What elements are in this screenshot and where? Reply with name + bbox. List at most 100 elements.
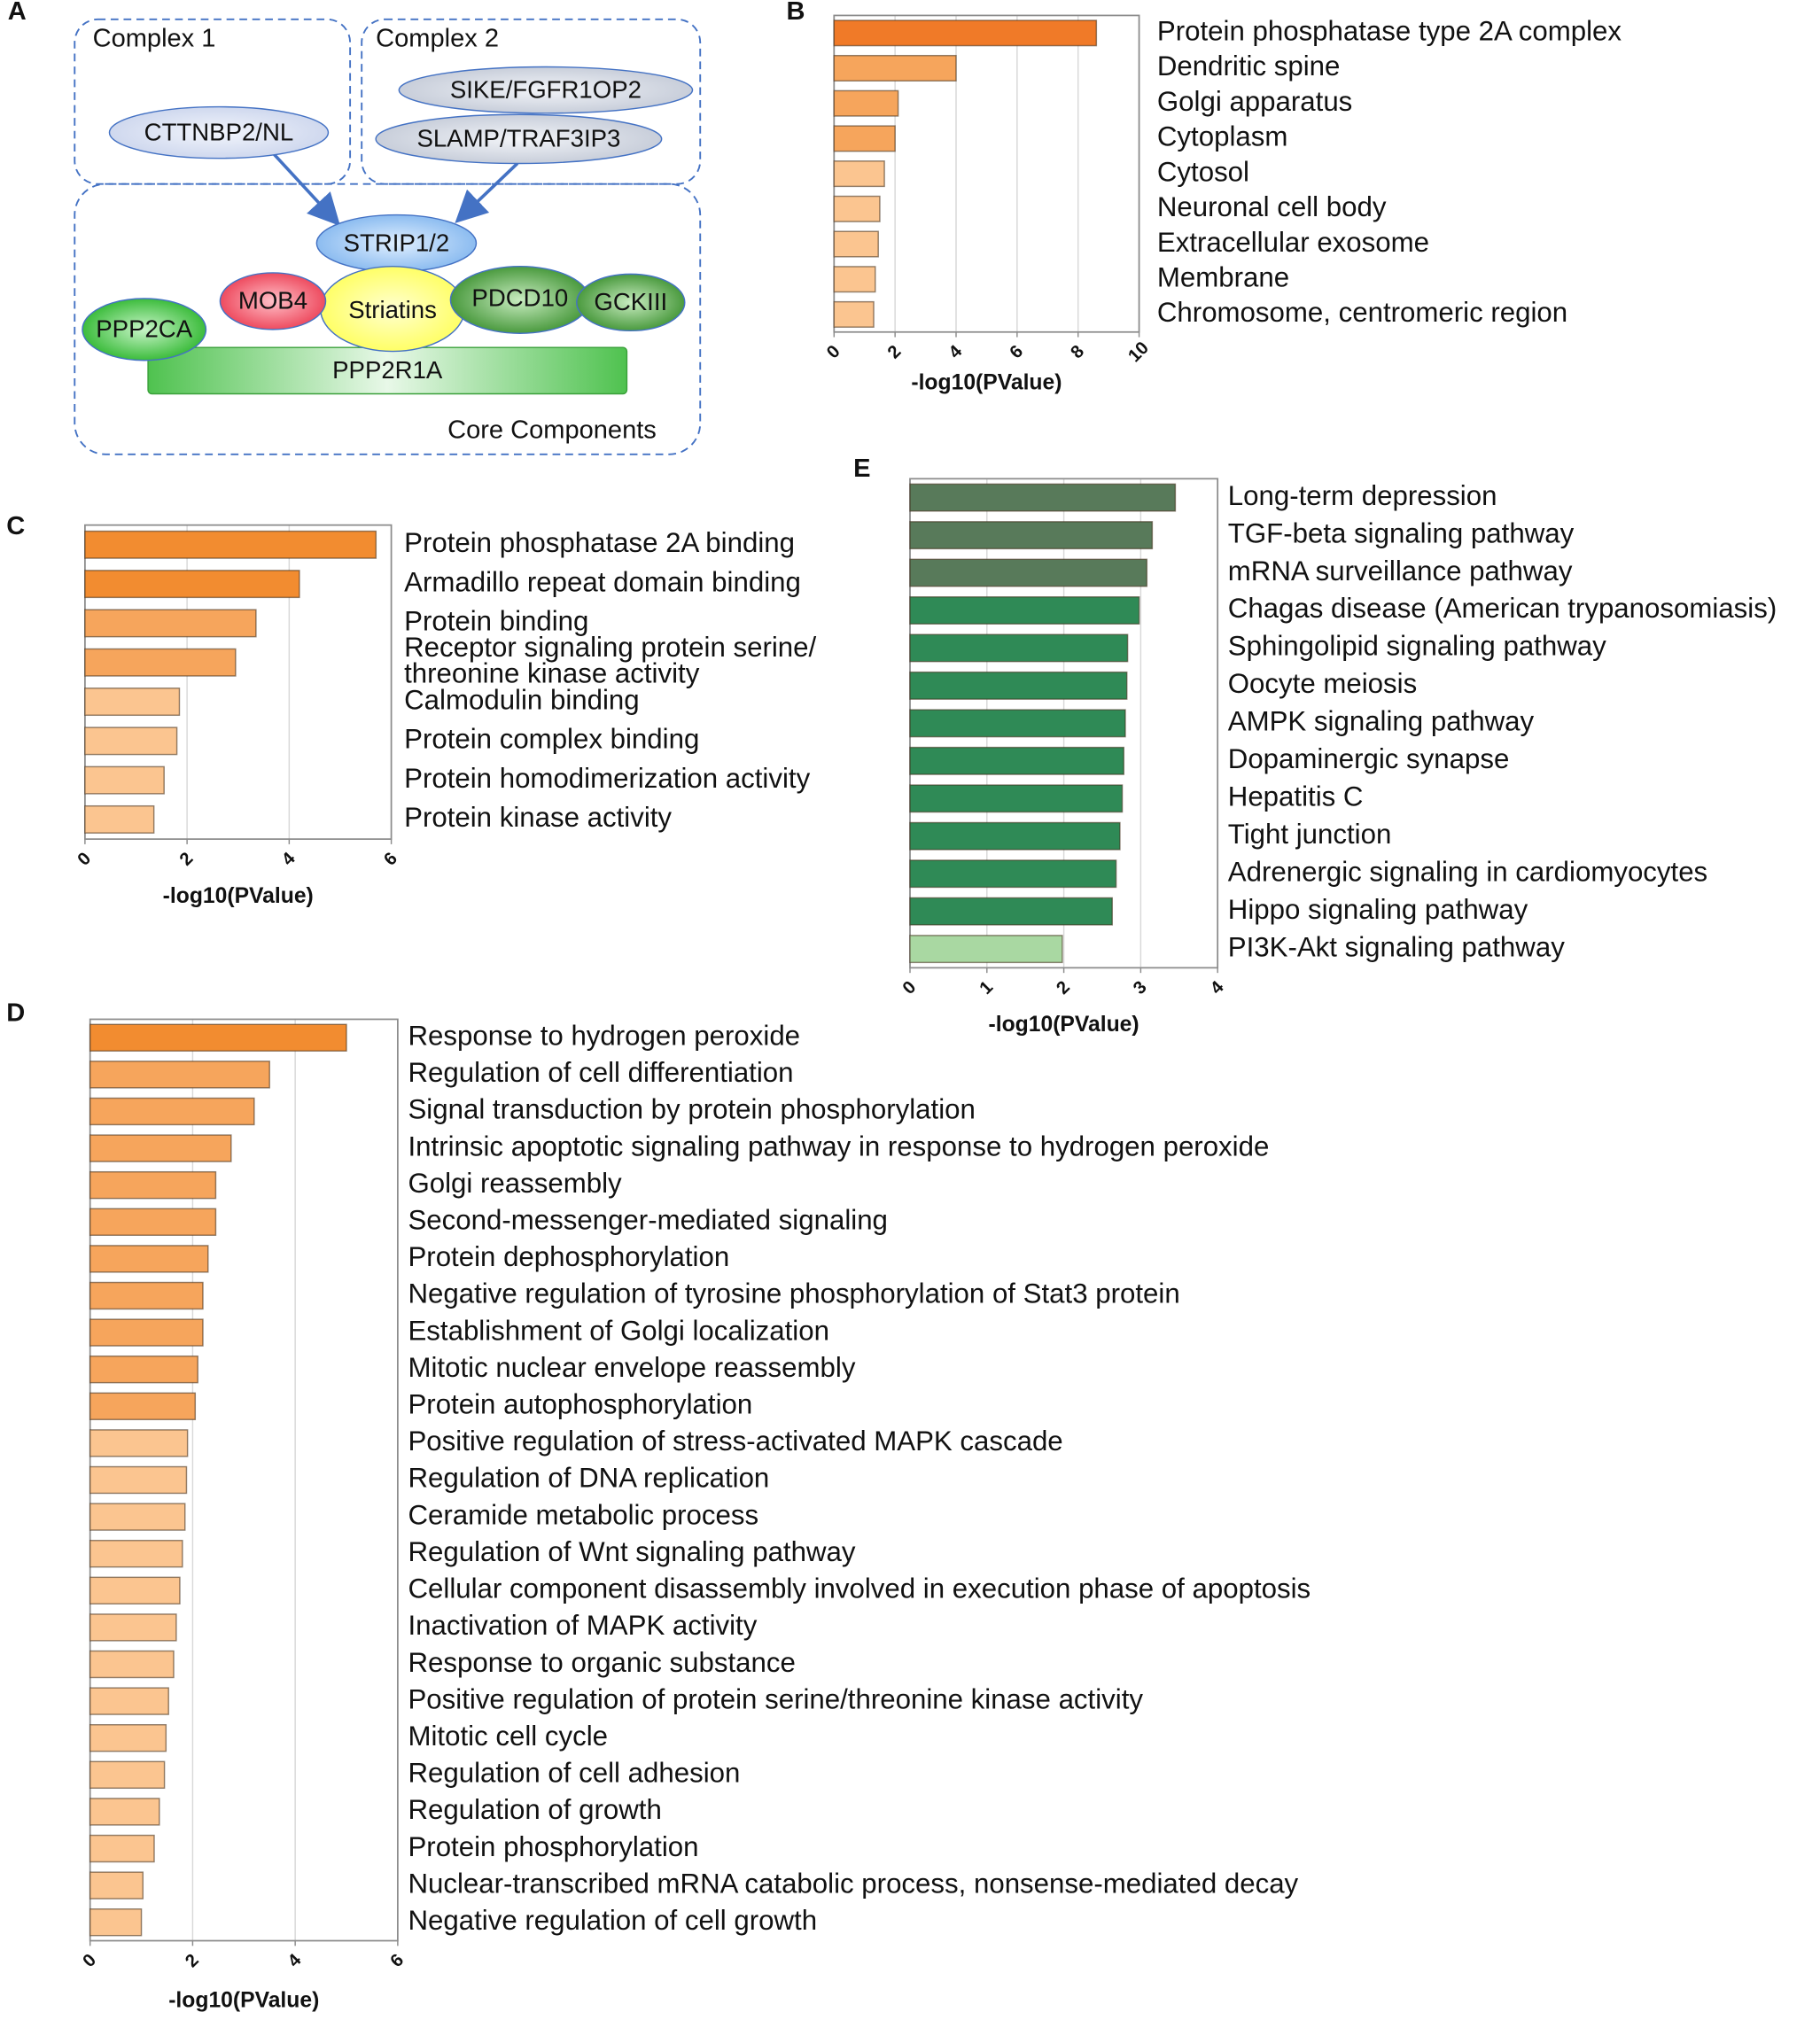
bar	[89, 1134, 232, 1162]
plot-frame	[84, 524, 393, 840]
group-box	[74, 183, 702, 455]
axis-title: -log10(PValue)	[989, 1013, 1139, 1037]
category-label: Response to hydrogen peroxide	[408, 1021, 800, 1052]
group-box	[361, 18, 702, 185]
x-tick-label: 2	[176, 849, 198, 870]
panel-letter: D	[6, 998, 25, 1027]
bar	[89, 1834, 155, 1863]
category-label: Protein complex binding	[404, 724, 699, 755]
node-label: PDCD10	[471, 284, 568, 312]
x-tick-label: 4	[278, 849, 299, 870]
category-label: Negative regulation of cell growth	[408, 1905, 817, 1936]
bar	[89, 1208, 217, 1236]
chart: C 0 2 4 6 -log10(PValue) Protein phosphatase 2…	[6, 512, 816, 908]
category-label: Regulation of cell adhesion	[408, 1758, 740, 1789]
category-label: Tight junction	[1228, 819, 1392, 850]
category-label: Protein autophosphorylation	[408, 1389, 752, 1420]
bar	[89, 1908, 143, 1937]
panel-letter: E	[853, 454, 870, 483]
panel-letter: B	[787, 0, 805, 26]
category-label: Protein phosphatase 2A binding	[404, 527, 795, 558]
category-label: Hepatitis C	[1228, 781, 1364, 812]
category-label: Regulation of growth	[408, 1794, 661, 1825]
category-label: Mitotic nuclear envelope reassembly	[408, 1352, 855, 1383]
category-label: Chagas disease (American trypanosomiasis…	[1228, 593, 1777, 624]
category-label: Extracellular exosome	[1157, 227, 1429, 258]
category-label: Sphingolipid signaling pathway	[1228, 631, 1606, 662]
x-tick-label: 4	[284, 1950, 306, 1971]
category-label: Protein phosphorylation	[408, 1831, 698, 1862]
x-tick-label: 6	[380, 849, 401, 870]
bar	[89, 1687, 169, 1715]
node	[219, 272, 327, 330]
bar	[89, 1170, 217, 1200]
bar	[909, 821, 1121, 851]
bar	[833, 266, 876, 293]
node-label: CTTNBP2/NL	[144, 118, 294, 145]
category-label: Positive regulation of protein serine/th…	[408, 1683, 1143, 1714]
bar	[909, 746, 1125, 775]
x-tick-label: 2	[884, 342, 906, 363]
bar	[89, 1724, 167, 1752]
bar	[909, 596, 1140, 625]
axis-title: -log10(PValue)	[911, 370, 1062, 394]
bar	[833, 19, 1098, 47]
chart: E 0 1 2 3 4 -log10(PValue) Long-term depression…	[853, 454, 1777, 1037]
x-tick-label: 3	[1130, 977, 1151, 998]
bar	[84, 765, 165, 795]
category-label: Cytoplasm	[1157, 121, 1287, 152]
x-tick-label: 4	[1207, 977, 1228, 998]
bar	[909, 897, 1113, 926]
bar	[89, 1613, 177, 1642]
category-label: Protein binding	[404, 606, 588, 637]
category-label: Second-messenger-mediated signaling	[408, 1205, 887, 1236]
category-label: Armadillo repeat domain binding	[404, 566, 801, 597]
arrow	[273, 153, 341, 227]
axis-title: -log10(PValue)	[163, 884, 314, 908]
bar	[89, 1060, 270, 1089]
bar	[84, 804, 155, 834]
bar	[909, 671, 1128, 700]
bar	[833, 230, 879, 258]
bar	[833, 300, 875, 328]
x-tick-label: 6	[1007, 342, 1028, 363]
node	[576, 273, 686, 332]
bar	[909, 935, 1063, 964]
category-label: Hippo signaling pathway	[1228, 894, 1528, 925]
bar	[84, 688, 181, 717]
category-label: Protein dephosphorylation	[408, 1241, 729, 1272]
category-label: Calmodulin binding	[404, 684, 640, 715]
x-tick-label: 2	[182, 1951, 203, 1972]
bar	[909, 633, 1129, 663]
bar	[84, 726, 178, 756]
node-label: PPP2R1A	[332, 356, 443, 384]
bar	[89, 1871, 144, 1900]
bar	[84, 570, 300, 599]
category-label: Dopaminergic synapse	[1228, 743, 1510, 774]
x-tick-label: 1	[976, 977, 998, 998]
bar	[89, 1539, 183, 1568]
bar	[89, 1798, 160, 1826]
category-label: Dendritic spine	[1157, 50, 1341, 82]
category-label: Chromosome, centromeric region	[1157, 297, 1567, 328]
bar	[89, 1023, 347, 1052]
category-label: Establishment of Golgi localization	[408, 1315, 828, 1346]
bar	[89, 1503, 186, 1531]
bar	[909, 558, 1148, 587]
diagram: A Complex 1 Complex 2 Core Components CT…	[8, 0, 702, 455]
node	[108, 105, 330, 159]
node-label: PPP2CA	[96, 315, 192, 343]
node	[82, 298, 207, 361]
x-tick-label: 6	[387, 1951, 408, 1972]
bar	[909, 483, 1177, 512]
x-tick-label: 0	[79, 1951, 100, 1972]
category-label: Negative regulation of tyrosine phosphor…	[408, 1278, 1179, 1309]
bar	[89, 1576, 181, 1604]
x-tick-label: 10	[1124, 338, 1153, 367]
bar	[909, 709, 1126, 738]
category-label: TGF-beta signaling pathway	[1228, 517, 1575, 548]
bar	[84, 530, 377, 559]
x-tick-label: 8	[1067, 342, 1088, 363]
category-label: Regulation of Wnt signaling pathway	[408, 1536, 855, 1567]
